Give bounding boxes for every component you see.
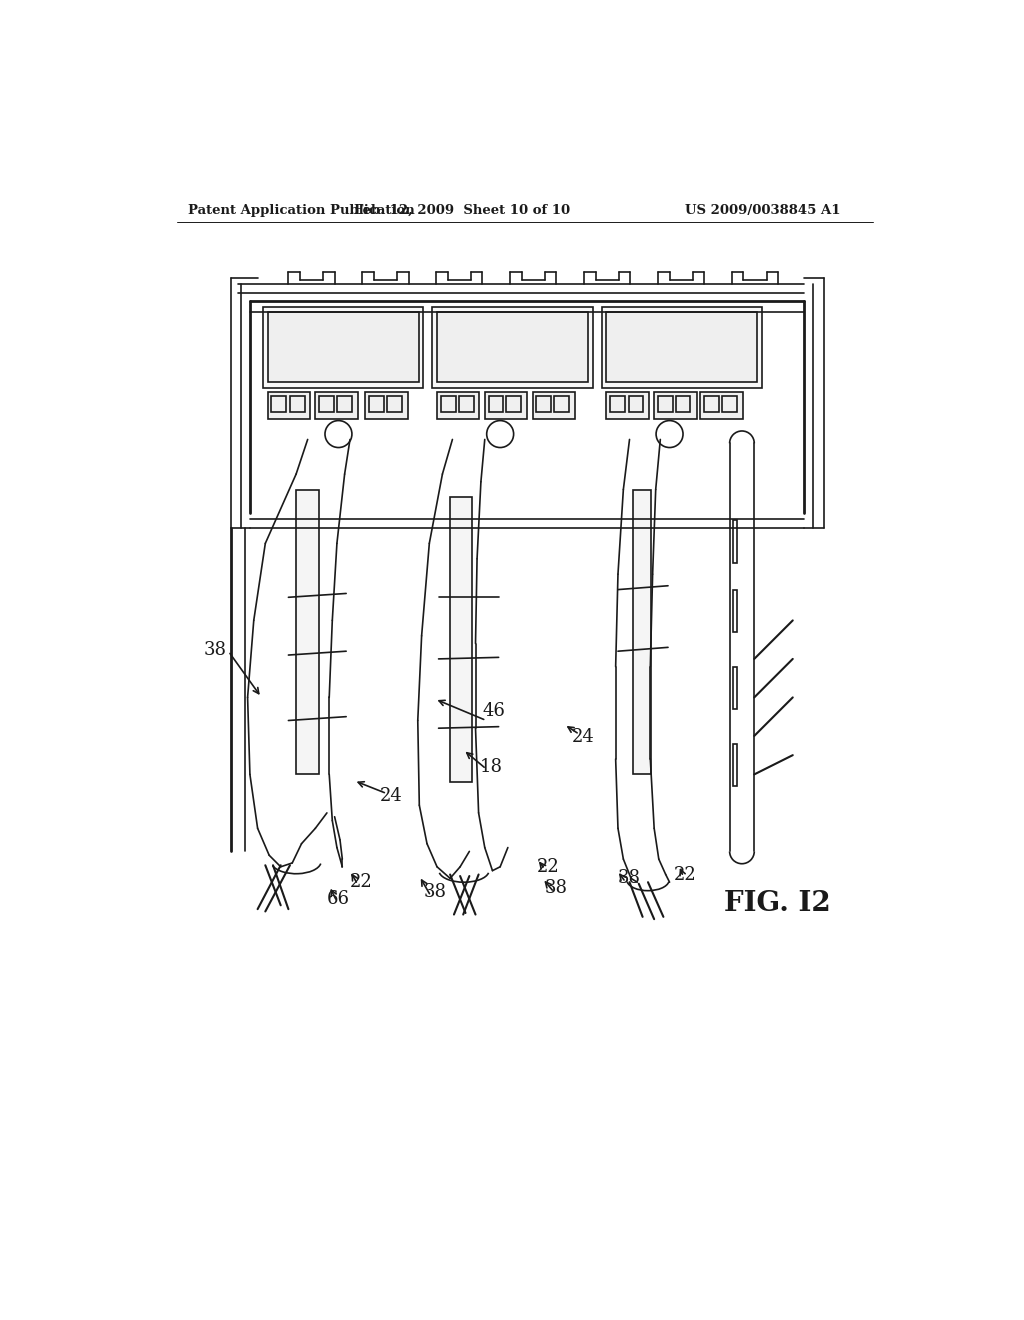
Text: Patent Application Publication: Patent Application Publication bbox=[188, 205, 415, 218]
Text: 22: 22 bbox=[350, 874, 373, 891]
Text: 22: 22 bbox=[537, 858, 559, 875]
Bar bbox=[290, 396, 304, 412]
Bar bbox=[722, 396, 736, 412]
Bar bbox=[319, 396, 334, 412]
Bar bbox=[629, 396, 643, 412]
Bar bbox=[296, 490, 319, 775]
Bar bbox=[271, 396, 286, 412]
Bar bbox=[633, 490, 651, 775]
Bar bbox=[437, 392, 479, 418]
Bar bbox=[532, 392, 574, 418]
Text: 24: 24 bbox=[380, 787, 402, 805]
Bar bbox=[387, 396, 401, 412]
Text: 38: 38 bbox=[545, 879, 568, 898]
Text: US 2009/0038845 A1: US 2009/0038845 A1 bbox=[685, 205, 841, 218]
Text: 24: 24 bbox=[572, 729, 595, 746]
Bar bbox=[658, 396, 673, 412]
Bar bbox=[437, 313, 588, 383]
Bar bbox=[606, 313, 758, 383]
Bar bbox=[537, 396, 551, 412]
Bar bbox=[267, 313, 419, 383]
Bar bbox=[488, 396, 503, 412]
Bar bbox=[700, 392, 742, 418]
Text: 22: 22 bbox=[674, 866, 696, 883]
Bar bbox=[460, 396, 474, 412]
Bar bbox=[484, 392, 527, 418]
Bar bbox=[705, 396, 719, 412]
Bar bbox=[506, 396, 521, 412]
Text: Feb. 12, 2009  Sheet 10 of 10: Feb. 12, 2009 Sheet 10 of 10 bbox=[353, 205, 569, 218]
Bar bbox=[733, 520, 737, 562]
Bar bbox=[432, 308, 593, 388]
Bar bbox=[267, 392, 310, 418]
Text: 18: 18 bbox=[479, 758, 503, 776]
Bar bbox=[606, 392, 649, 418]
Bar bbox=[602, 308, 762, 388]
Bar bbox=[733, 667, 737, 709]
Text: 66: 66 bbox=[327, 890, 350, 908]
Bar bbox=[337, 396, 351, 412]
Text: 46: 46 bbox=[482, 702, 506, 721]
Text: 38: 38 bbox=[204, 640, 226, 659]
Text: FIG. I2: FIG. I2 bbox=[724, 890, 830, 917]
Bar bbox=[733, 743, 737, 785]
Bar bbox=[610, 396, 625, 412]
Bar bbox=[263, 308, 423, 388]
Bar bbox=[676, 396, 690, 412]
Bar bbox=[554, 396, 568, 412]
Bar bbox=[441, 396, 456, 412]
Bar bbox=[654, 392, 696, 418]
Bar bbox=[370, 396, 384, 412]
Text: 38: 38 bbox=[423, 883, 446, 902]
Text: 38: 38 bbox=[617, 870, 640, 887]
Bar bbox=[315, 392, 357, 418]
Bar bbox=[733, 590, 737, 632]
Bar bbox=[451, 498, 472, 781]
Bar bbox=[366, 392, 408, 418]
